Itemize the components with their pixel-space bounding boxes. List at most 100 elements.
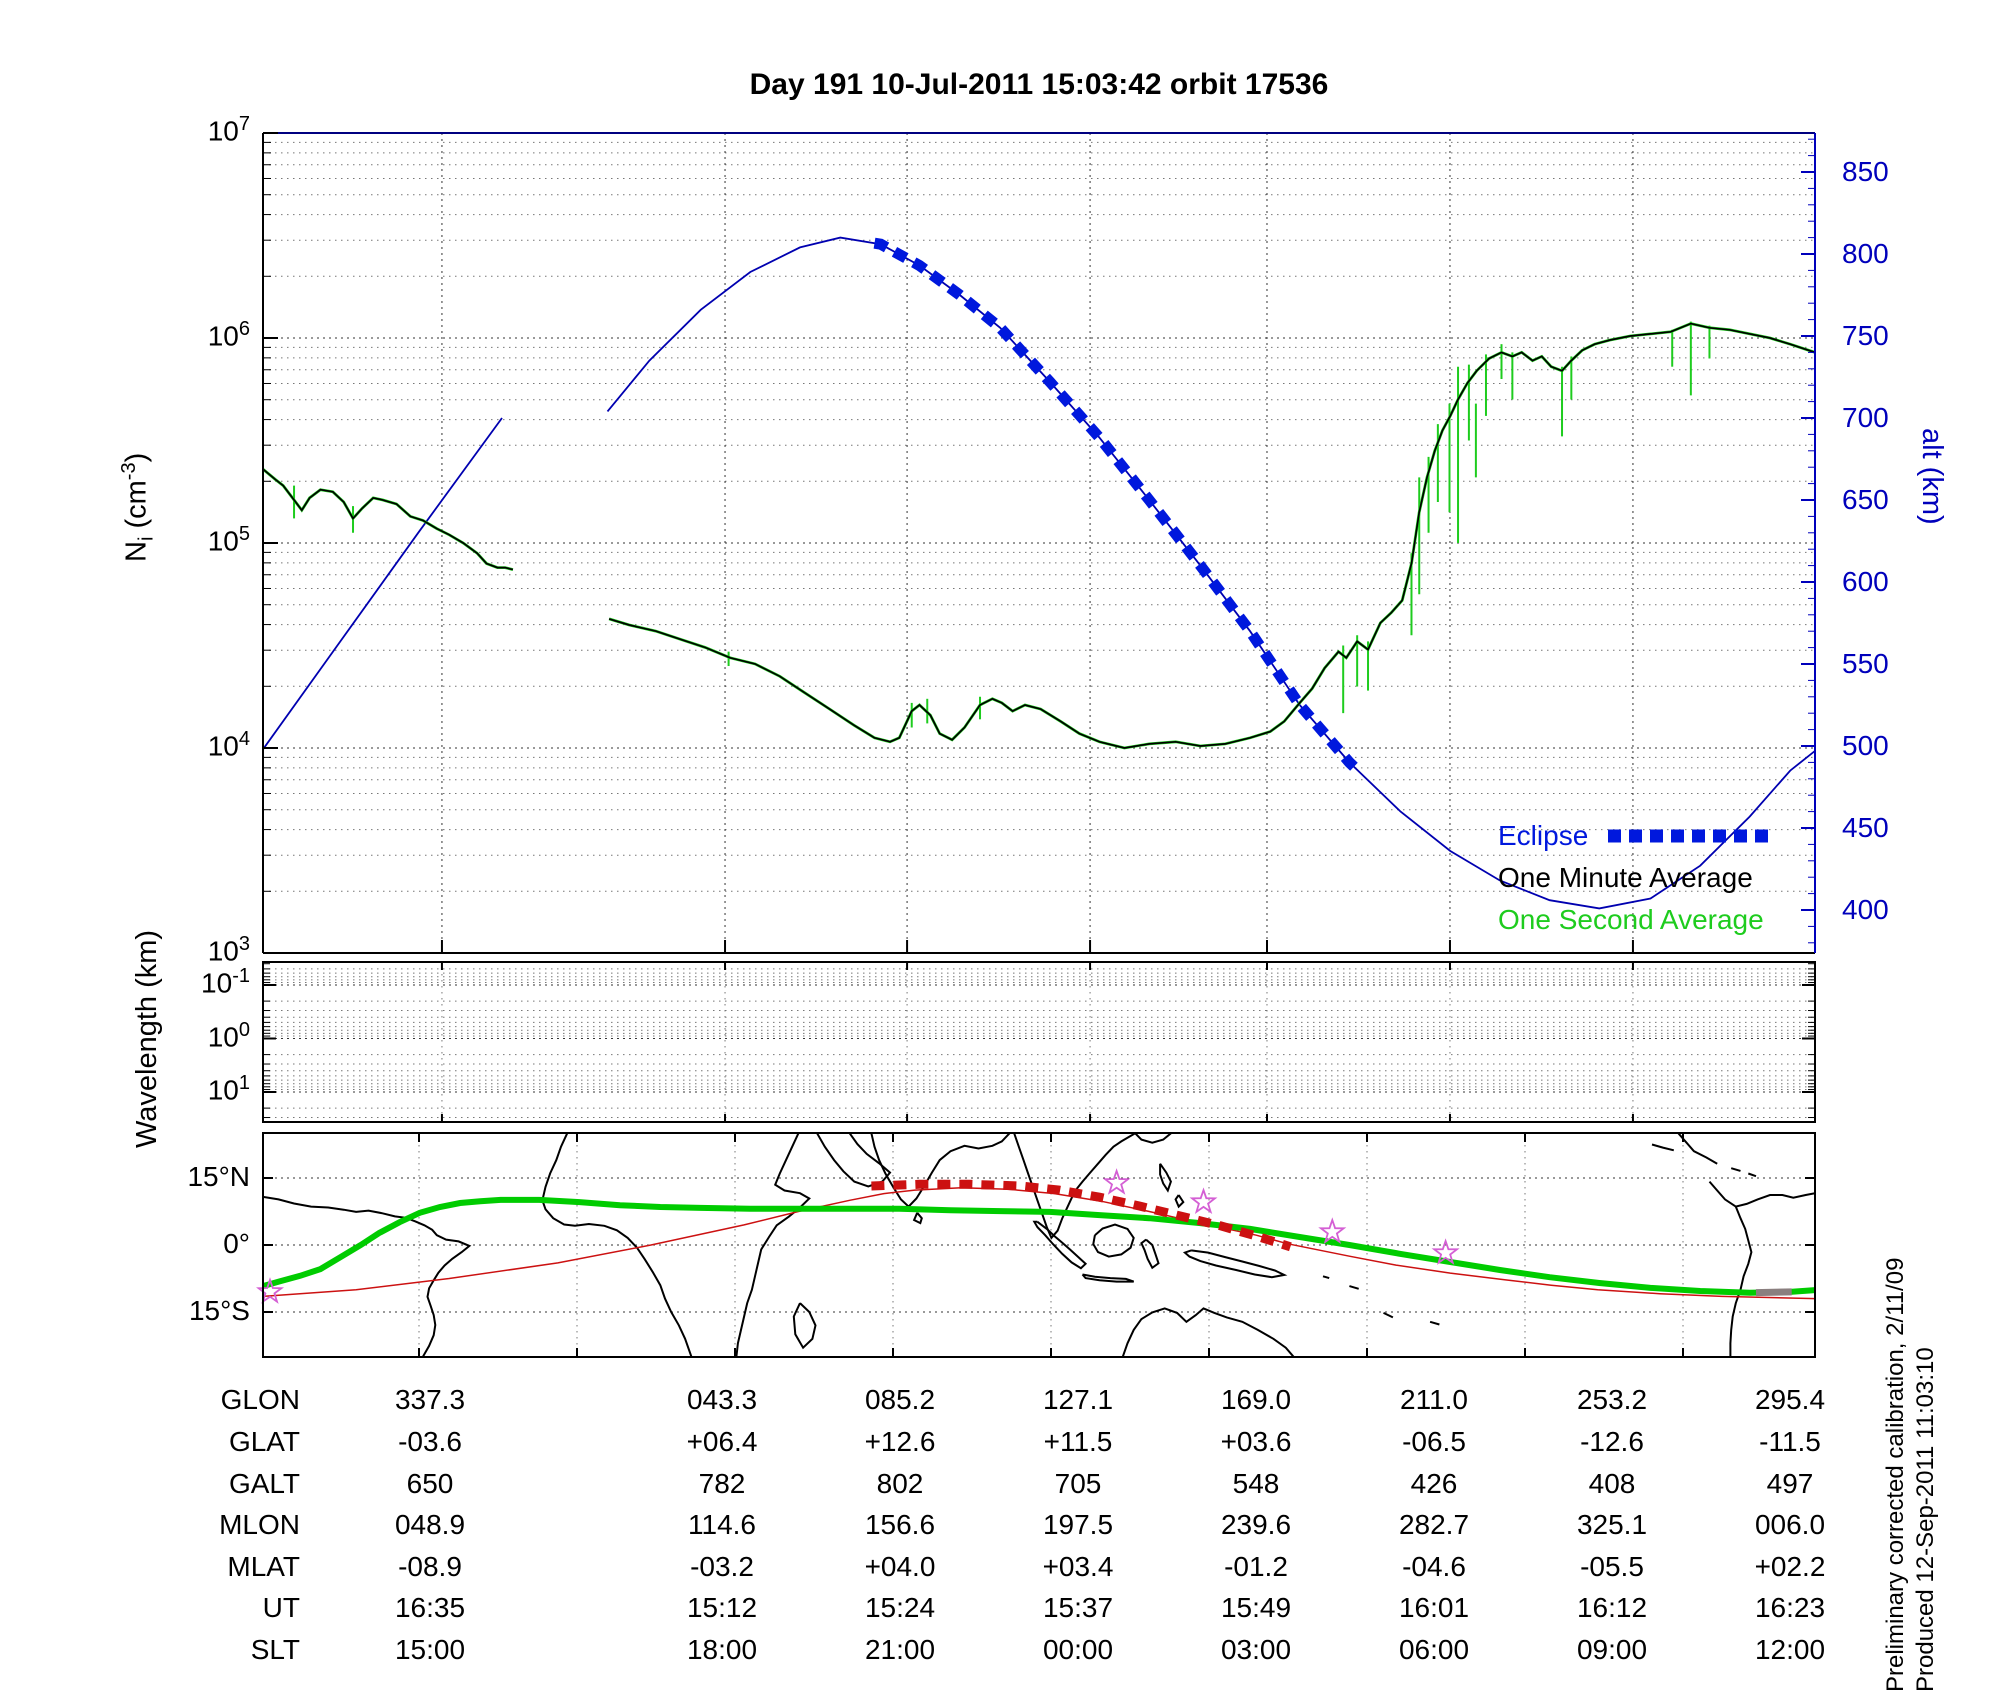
table-row-label: GLAT: [228, 1426, 300, 1457]
table-cell: 211.0: [1400, 1384, 1468, 1415]
table-cell: 048.9: [394, 1509, 466, 1540]
coastline: [1092, 1223, 1135, 1258]
page-title: Day 191 10-Jul-2011 15:03:42 orbit 17536: [749, 68, 1329, 101]
one-minute-average-curve: [608, 322, 1815, 749]
table-cell: 197.5: [1042, 1509, 1114, 1540]
coastline: [1708, 1180, 1815, 1208]
alt-tick-label: 500: [1842, 730, 1889, 761]
table-cell: 282.7: [1398, 1509, 1470, 1540]
coastline: [1182, 1249, 1288, 1279]
star-icon: [1431, 1238, 1460, 1265]
star-icon: [256, 1277, 285, 1304]
table-row-label: SLT: [250, 1634, 300, 1665]
table-cell: 18:00: [686, 1634, 758, 1665]
wavelength-tick-label: 100: [207, 1018, 250, 1052]
coastline: [792, 1302, 817, 1350]
coastline: [870, 1133, 1011, 1209]
star-icon: [1318, 1217, 1347, 1245]
coastline: [1013, 1133, 1136, 1240]
table-cell: -11.5: [1759, 1426, 1821, 1457]
ni-tick-label: 107: [207, 113, 250, 147]
coastline: [1140, 1238, 1160, 1270]
alt-tick-label: 400: [1842, 894, 1889, 925]
table-cell: +12.6: [864, 1426, 936, 1457]
one-second-average-curve: [608, 322, 1815, 750]
ni-tick-label: 106: [207, 318, 250, 352]
legend-one-second-label: One Second Average: [1498, 904, 1764, 935]
table-cell: 408: [1588, 1468, 1636, 1499]
table-cell: -05.5: [1580, 1551, 1644, 1582]
table-cell: 156.6: [864, 1509, 936, 1540]
table-cell: 650: [406, 1468, 454, 1499]
coastline: [1730, 1167, 1741, 1172]
eclipse-overlay: [873, 237, 1362, 774]
table-cell: 782: [698, 1468, 746, 1499]
alt-tick-label: 700: [1842, 402, 1889, 433]
coastline: [1383, 1311, 1394, 1319]
coastline: [1032, 1220, 1088, 1270]
ni-tick-label: 104: [207, 728, 250, 762]
table-cell: -01.2: [1224, 1551, 1288, 1582]
one-minute-average-curve: [263, 468, 514, 571]
table-cell: 16:12: [1576, 1592, 1648, 1623]
altitude-curve: [263, 417, 503, 750]
table-cell: 09:00: [1576, 1634, 1648, 1665]
alt-tick-label: 600: [1842, 566, 1889, 597]
coastline: [1349, 1285, 1359, 1290]
coastline: [1747, 1172, 1757, 1178]
table-cell: 15:37: [1042, 1592, 1114, 1623]
table-cell: +03.4: [1042, 1551, 1114, 1582]
star-icon: [1102, 1168, 1131, 1195]
map-lat-label: 15°N: [187, 1160, 250, 1192]
table-cell: 802: [876, 1468, 924, 1499]
table-cell: 21:00: [864, 1634, 936, 1665]
table-cell: 16:01: [1398, 1592, 1470, 1623]
table-row-label: UT: [262, 1592, 300, 1623]
table-cell: 00:00: [1042, 1634, 1114, 1665]
legend-eclipse-label: Eclipse: [1498, 820, 1589, 851]
table-cell: 15:12: [686, 1592, 758, 1623]
alt-tick-label: 750: [1842, 320, 1889, 351]
table-cell: 085.2: [864, 1384, 936, 1415]
table-cell: 169.0: [1220, 1384, 1292, 1415]
table-cell: 325.1: [1576, 1509, 1648, 1540]
alt-tick-label: 800: [1842, 238, 1889, 269]
alt-tick-label: 450: [1842, 812, 1889, 843]
table-cell: 705: [1054, 1468, 1102, 1499]
table-cell: 15:00: [394, 1634, 466, 1665]
coastline: [1121, 1307, 1295, 1357]
table-cell: 114.6: [688, 1509, 756, 1540]
coastline: [735, 1133, 811, 1357]
table-cell: -04.6: [1402, 1551, 1466, 1582]
alt-tick-label: 550: [1842, 648, 1889, 679]
produced-note: Produced 12-Sep-2011 11:03:10: [1912, 1347, 1939, 1692]
table-cell: 337.3: [394, 1384, 466, 1415]
table-cell: -08.9: [398, 1551, 462, 1582]
table-cell: -03.2: [690, 1551, 754, 1582]
table-cell: 239.6: [1220, 1509, 1292, 1540]
table-cell: 12:00: [1754, 1634, 1826, 1665]
table-cell: 15:49: [1220, 1592, 1292, 1623]
coastline: [263, 1195, 472, 1357]
ni-tick-label: 103: [207, 933, 250, 967]
coastline: [1081, 1273, 1135, 1283]
table-cell: 127.1: [1042, 1384, 1114, 1415]
table-cell: 253.2: [1576, 1384, 1648, 1415]
table-cell: 16:35: [394, 1592, 466, 1623]
table-cell: 006.0: [1754, 1509, 1826, 1540]
wavelength-tick-label: 10-1: [201, 965, 250, 999]
coastline: [1174, 1194, 1185, 1209]
map-lat-label: 15°S: [188, 1295, 250, 1326]
eclipse-ground-track: [871, 1179, 1292, 1252]
alt-tick-label: 650: [1842, 484, 1889, 515]
one-second-average-curve: [263, 468, 514, 571]
table-cell: +03.6: [1220, 1426, 1292, 1457]
table-cell: 426: [1410, 1468, 1458, 1499]
table-cell: +02.2: [1754, 1551, 1826, 1582]
table-row-label: GLON: [220, 1384, 300, 1415]
map-lat-label: 0°: [223, 1228, 250, 1259]
coastline: [1134, 1133, 1172, 1144]
track-end-segment: [1755, 1288, 1792, 1297]
